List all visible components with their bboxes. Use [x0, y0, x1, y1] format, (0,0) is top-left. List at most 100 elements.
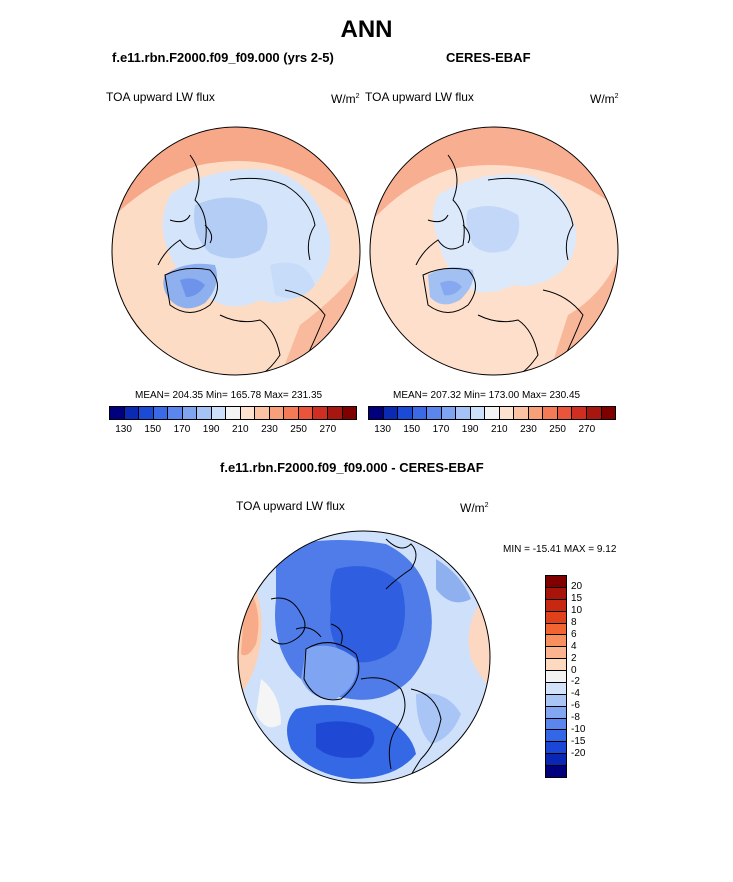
model-colorbar: [109, 406, 357, 420]
diff-variable-label: TOA upward LW flux: [236, 499, 345, 513]
colorbar-tick-label: 6: [571, 628, 577, 640]
colorbar-swatch: [586, 407, 602, 419]
obs-stats: MEAN= 207.32 Min= 173.00 Max= 230.45: [393, 390, 581, 401]
model-variable-label: TOA upward LW flux: [106, 90, 215, 104]
colorbar-swatch: [153, 407, 169, 419]
colorbar-swatch: [546, 599, 566, 612]
colorbar-swatch: [546, 694, 566, 707]
colorbar-swatch: [226, 407, 241, 419]
colorbar-tick-label: 170: [173, 424, 191, 435]
colorbar-swatch: [269, 407, 285, 419]
colorbar-tick-label: 250: [549, 424, 566, 435]
colorbar-tick-label: -2: [571, 676, 580, 688]
colorbar-tick-label: 130: [115, 424, 132, 435]
colorbar-swatch: [499, 407, 515, 419]
colorbar-swatch: [546, 742, 566, 755]
main-title: ANN: [340, 16, 393, 43]
colorbar-swatch: [456, 407, 471, 419]
colorbar-tick-label: 0: [571, 664, 577, 676]
colorbar-swatch: [546, 647, 566, 660]
colorbar-swatch: [313, 407, 328, 419]
colorbar-tick-label: 230: [261, 424, 278, 435]
colorbar-swatch: [546, 611, 566, 624]
colorbar-tick-label: -20: [571, 748, 586, 760]
colorbar-tick-label: 10: [571, 604, 583, 616]
colorbar-swatch: [470, 407, 486, 419]
colorbar-swatch: [342, 407, 357, 419]
colorbar-swatch: [572, 407, 587, 419]
colorbar-tick-label: -6: [571, 700, 580, 712]
colorbar-swatch: [546, 754, 566, 766]
model-stats: MEAN= 204.35 Min= 165.78 Max= 231.35: [135, 390, 323, 401]
colorbar-swatch: [110, 407, 125, 419]
colorbar-tick-label: 230: [520, 424, 537, 435]
colorbar-swatch: [383, 407, 399, 419]
colorbar-swatch: [546, 635, 566, 648]
colorbar-swatch: [240, 407, 256, 419]
colorbar-swatch: [168, 407, 183, 419]
colorbar-swatch: [485, 407, 500, 419]
colorbar-tick-label: 190: [202, 424, 220, 435]
colorbar-tick-label: 250: [290, 424, 307, 435]
colorbar-tick-label: 190: [461, 424, 479, 435]
model-polar-map: [111, 126, 361, 376]
colorbar-swatch: [124, 407, 140, 419]
colorbar-swatch: [412, 407, 428, 419]
colorbar-tick-label: 8: [571, 616, 577, 628]
colorbar-tick-label: 210: [490, 424, 508, 435]
colorbar-tick-label: 15: [571, 592, 583, 604]
colorbar-swatch: [369, 407, 384, 419]
diff-units-label: W/m2: [460, 501, 489, 515]
colorbar-tick-label: -10: [571, 724, 586, 736]
colorbar-swatch: [327, 407, 343, 419]
obs-units-label: W/m2: [590, 92, 619, 106]
diff-polar-map: [237, 530, 491, 784]
colorbar-tick-label: 270: [319, 424, 337, 435]
colorbar-swatch: [546, 706, 566, 719]
colorbar-swatch: [546, 671, 566, 683]
colorbar-swatch: [182, 407, 198, 419]
colorbar-tick-label: 170: [432, 424, 450, 435]
colorbar-swatch: [514, 407, 529, 419]
colorbar-swatch: [546, 576, 566, 588]
diff-stats: MIN = -15.41 MAX = 9.12: [503, 544, 617, 555]
colorbar-tick-label: 2: [571, 652, 577, 664]
colorbar-swatch: [557, 407, 573, 419]
obs-variable-label: TOA upward LW flux: [365, 90, 474, 104]
colorbar-swatch: [546, 766, 566, 777]
colorbar-swatch: [298, 407, 314, 419]
obs-colorbar: [368, 406, 616, 420]
colorbar-swatch: [601, 407, 616, 419]
colorbar-tick-label: -8: [571, 712, 580, 724]
colorbar-swatch: [398, 407, 413, 419]
colorbar-swatch: [441, 407, 457, 419]
colorbar-swatch: [546, 659, 566, 671]
obs-panel-title: CERES-EBAF: [446, 50, 531, 65]
colorbar-swatch: [546, 730, 566, 743]
colorbar-tick-label: 4: [571, 640, 577, 652]
colorbar-swatch: [546, 682, 566, 695]
model-units-label: W/m2: [331, 92, 360, 106]
colorbar-swatch: [528, 407, 544, 419]
colorbar-tick-label: 20: [571, 580, 583, 592]
colorbar-swatch: [284, 407, 299, 419]
colorbar-swatch: [255, 407, 270, 419]
colorbar-swatch: [139, 407, 154, 419]
colorbar-tick-label: 270: [578, 424, 596, 435]
colorbar-swatch: [543, 407, 558, 419]
diff-panel-title: f.e11.rbn.F2000.f09_f09.000 - CERES-EBAF: [220, 460, 484, 475]
diff-colorbar: [545, 575, 567, 778]
colorbar-tick-label: 150: [403, 424, 421, 435]
colorbar-swatch: [211, 407, 227, 419]
colorbar-tick-label: 130: [374, 424, 391, 435]
colorbar-swatch: [546, 623, 566, 636]
obs-polar-map: [369, 126, 619, 376]
colorbar-swatch: [546, 718, 566, 731]
colorbar-swatch: [546, 587, 566, 600]
colorbar-tick-label: 210: [231, 424, 249, 435]
colorbar-swatch: [197, 407, 212, 419]
model-panel-title: f.e11.rbn.F2000.f09_f09.000 (yrs 2-5): [112, 50, 334, 65]
colorbar-tick-label: -15: [571, 736, 586, 748]
colorbar-tick-label: -4: [571, 688, 580, 700]
colorbar-tick-label: 150: [144, 424, 162, 435]
